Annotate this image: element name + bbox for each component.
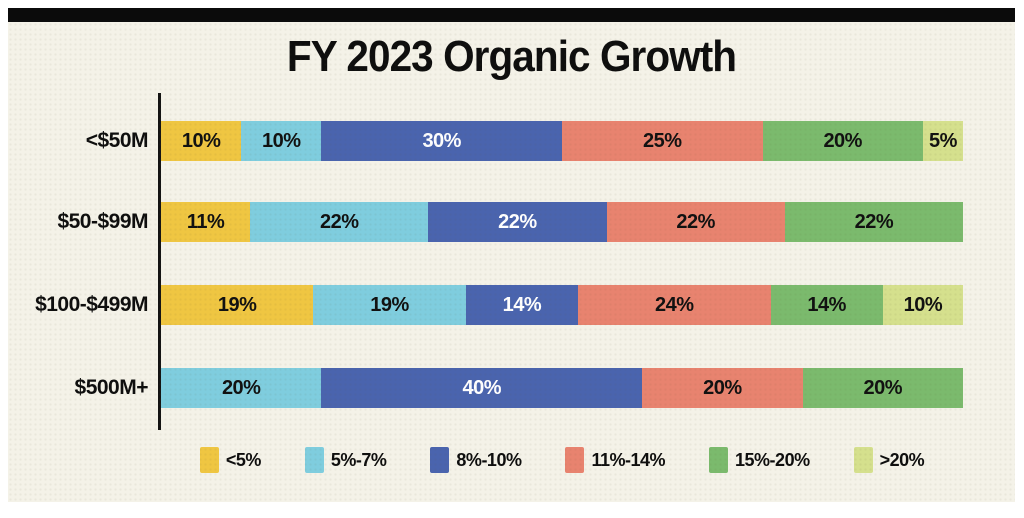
- category-label: <$50M: [85, 129, 149, 152]
- chart-title: FY 2023 Organic Growth: [286, 32, 737, 81]
- legend-item: 8%-10%: [430, 447, 522, 473]
- bar-segment: 25%: [562, 121, 763, 161]
- chart-panel: FY 2023 Organic Growth <$50M 10% 10% 30% 25%…: [8, 8, 1015, 502]
- chart-row: $100-$499M 19% 19% 14% 24% 14% 10%: [8, 285, 1015, 325]
- bar-segment: 24%: [578, 285, 771, 325]
- legend-label: >20%: [879, 449, 925, 470]
- bar-segment: 22%: [606, 202, 785, 242]
- bar-segment: 30%: [321, 121, 562, 161]
- legend-swatch: [853, 447, 873, 473]
- legend-swatch: [565, 447, 585, 473]
- legend-label: 5%-7%: [330, 449, 387, 470]
- legend-label: 15%-20%: [735, 449, 810, 470]
- bar-segment: 14%: [770, 285, 883, 325]
- y-axis-line: [158, 93, 161, 430]
- stacked-bar: 19% 19% 14% 24% 14% 10%: [161, 285, 963, 325]
- stacked-bar: 10% 10% 30% 25% 20% 5%: [161, 121, 963, 161]
- legend-item: 11%-14%: [565, 447, 666, 473]
- legend-item: <5%: [199, 447, 262, 473]
- bar-segment: 40%: [321, 368, 643, 408]
- legend-swatch: [199, 447, 219, 473]
- category-label: $500M+: [74, 376, 149, 399]
- bar-segment: 20%: [642, 368, 803, 408]
- legend-item: 5%-7%: [304, 447, 387, 473]
- legend-label: 11%-14%: [591, 449, 666, 470]
- bar-segment: 10%: [161, 121, 242, 161]
- bar-segment: 19%: [161, 285, 314, 325]
- bar-segment: 14%: [465, 285, 579, 325]
- legend-swatch: [709, 447, 729, 473]
- chart-row: <$50M 10% 10% 30% 25% 20% 5%: [8, 121, 1015, 161]
- legend-item: 15%-20%: [709, 447, 810, 473]
- bar-segment: 22%: [250, 202, 429, 242]
- bar-segment: 19%: [313, 285, 466, 325]
- legend-label: 8%-10%: [456, 449, 522, 470]
- category-label: $50-$99M: [57, 210, 148, 233]
- legend-swatch: [304, 447, 324, 473]
- legend: <5% 5%-7% 8%-10% 11%-14% 15%-20% >20%: [161, 447, 963, 473]
- bar-segment: 22%: [428, 202, 607, 242]
- chart-row: $50-$99M 11% 22% 22% 22% 22%: [8, 202, 1015, 242]
- stacked-bar: 20% 40% 20% 20%: [161, 368, 964, 408]
- bar-segment: 22%: [784, 202, 963, 242]
- bar-segment: 20%: [762, 121, 923, 161]
- bar-segment: 20%: [161, 368, 322, 408]
- legend-label: <5%: [225, 449, 262, 470]
- bar-segment: 10%: [241, 121, 322, 161]
- bar-segment: 20%: [802, 368, 964, 408]
- legend-swatch: [430, 447, 450, 473]
- chart-row: $500M+ 20% 40% 20% 20%: [8, 368, 1015, 408]
- chart-area: <$50M 10% 10% 30% 25% 20% 5% $50-$99M 11% 22% 22% 2…: [8, 89, 1015, 432]
- stacked-bar: 11% 22% 22% 22% 22%: [161, 202, 963, 242]
- category-label: $100-$499M: [35, 293, 148, 316]
- bar-segment: 10%: [882, 285, 963, 325]
- bar-segment: 5%: [922, 121, 963, 161]
- bar-segment: 11%: [161, 202, 251, 242]
- legend-item: >20%: [853, 447, 925, 473]
